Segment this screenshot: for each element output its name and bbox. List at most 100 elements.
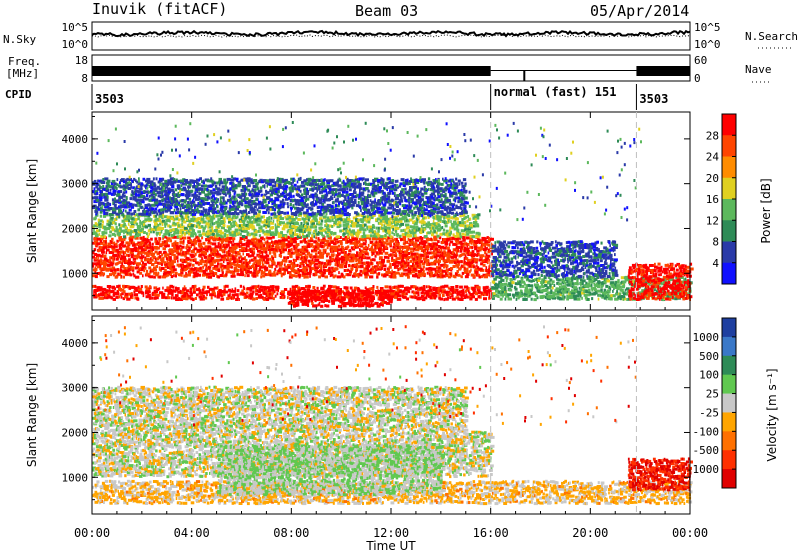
heatmap-cell — [302, 235, 307, 239]
heatmap-cell — [485, 266, 488, 270]
heatmap-cell — [484, 246, 487, 250]
heatmap-cell — [162, 256, 165, 260]
heatmap-cell — [158, 275, 161, 279]
heatmap-cell — [437, 262, 440, 266]
heatmap-cell — [248, 240, 251, 244]
heatmap-cell — [168, 288, 173, 292]
heatmap-cell — [334, 274, 337, 278]
heatmap-cell — [258, 294, 261, 298]
heatmap-cell — [235, 212, 240, 216]
heatmap-cell — [119, 209, 122, 213]
heatmap-cell — [279, 295, 283, 299]
heatmap-cell — [158, 199, 162, 203]
heatmap-cell — [233, 295, 236, 299]
heatmap-cell — [207, 275, 213, 279]
heatmap-cell — [171, 285, 173, 288]
heatmap-cell — [210, 296, 213, 300]
heatmap-cell — [222, 292, 226, 296]
heatmap-cell — [325, 252, 330, 256]
heatmap-cell — [281, 221, 286, 225]
heatmap-cell — [245, 244, 250, 248]
heatmap-cell — [237, 268, 240, 272]
heatmap-cell — [270, 198, 273, 202]
heatmap-cell — [447, 296, 449, 300]
heatmap-cell — [164, 296, 168, 300]
heatmap-cell — [151, 258, 154, 262]
heatmap-cell — [115, 295, 119, 299]
heatmap-cell — [373, 295, 375, 299]
heatmap-cell — [292, 244, 296, 248]
heatmap-cell — [348, 264, 351, 267]
heatmap-cell — [198, 192, 202, 196]
heatmap-cell — [210, 177, 213, 181]
heatmap-cell — [112, 297, 116, 301]
heatmap-cell — [202, 285, 206, 289]
heatmap-cell — [112, 221, 115, 225]
nsky-panel: N.Sky 10^5 10^0 10^5 10^0 N.Search — [3, 21, 798, 51]
heatmap-cell — [451, 297, 456, 301]
heatmap-cell — [220, 297, 225, 301]
heatmap-cell — [218, 192, 222, 196]
heatmap-cell — [137, 208, 140, 212]
heatmap-cell — [447, 286, 450, 290]
heatmap-cell — [369, 275, 374, 279]
heatmap-cell — [303, 237, 307, 241]
heatmap-cell — [330, 285, 333, 289]
heatmap-cell — [162, 210, 164, 214]
heatmap-cell — [162, 177, 165, 181]
heatmap-cell — [186, 292, 189, 296]
heatmap-cell — [181, 273, 183, 277]
heatmap-cell — [284, 235, 287, 239]
heatmap-cell — [268, 215, 271, 219]
heatmap-cell — [213, 286, 218, 290]
heatmap-cell — [188, 263, 192, 267]
heatmap-cell — [130, 212, 133, 216]
heatmap-cell — [423, 285, 426, 288]
heatmap-cell — [130, 296, 134, 300]
heatmap-cell — [477, 213, 481, 217]
heatmap-cell — [272, 235, 275, 239]
heatmap-cell — [329, 216, 332, 220]
heatmap-cell — [147, 223, 151, 227]
heatmap-cell — [104, 267, 107, 271]
heatmap-cell — [145, 269, 149, 273]
heatmap-cell — [367, 220, 371, 224]
heatmap-cell — [380, 289, 384, 293]
heatmap-cell — [308, 270, 312, 274]
freq-series — [92, 66, 690, 81]
heatmap-cell — [405, 241, 408, 244]
heatmap-cell — [112, 293, 115, 297]
heatmap-cell — [242, 292, 247, 296]
heatmap-cell — [472, 288, 476, 292]
heatmap-cell — [322, 251, 325, 255]
heatmap-cell — [333, 253, 335, 257]
heatmap-cell — [444, 272, 448, 276]
heatmap-cell — [110, 296, 114, 300]
heatmap-cell — [405, 286, 409, 290]
heatmap-cell — [157, 223, 160, 227]
heatmap-cell — [259, 285, 263, 289]
heatmap-cell — [287, 205, 290, 209]
heatmap-cell — [95, 291, 97, 295]
heatmap-cell — [455, 288, 459, 292]
heatmap-cell — [92, 284, 97, 288]
heatmap-cell — [289, 254, 293, 258]
heatmap-cell — [194, 297, 197, 300]
heatmap-cell — [392, 227, 394, 231]
heatmap-cell — [314, 229, 318, 233]
heatmap-cell — [118, 233, 121, 237]
heatmap-cell — [150, 237, 153, 241]
heatmap-cell — [179, 289, 182, 293]
heatmap-cell — [233, 266, 238, 270]
heatmap-cell — [284, 185, 289, 189]
heatmap-cell — [304, 295, 310, 299]
heatmap-cell — [183, 236, 187, 240]
heatmap-cell — [248, 265, 250, 268]
heatmap-cell — [268, 296, 273, 300]
heatmap-cell — [401, 295, 405, 298]
heatmap-cell — [155, 198, 159, 202]
heatmap-cell — [212, 292, 215, 296]
heatmap-cell — [166, 244, 170, 248]
heatmap-cell — [134, 275, 140, 279]
heatmap-cell — [249, 259, 251, 263]
